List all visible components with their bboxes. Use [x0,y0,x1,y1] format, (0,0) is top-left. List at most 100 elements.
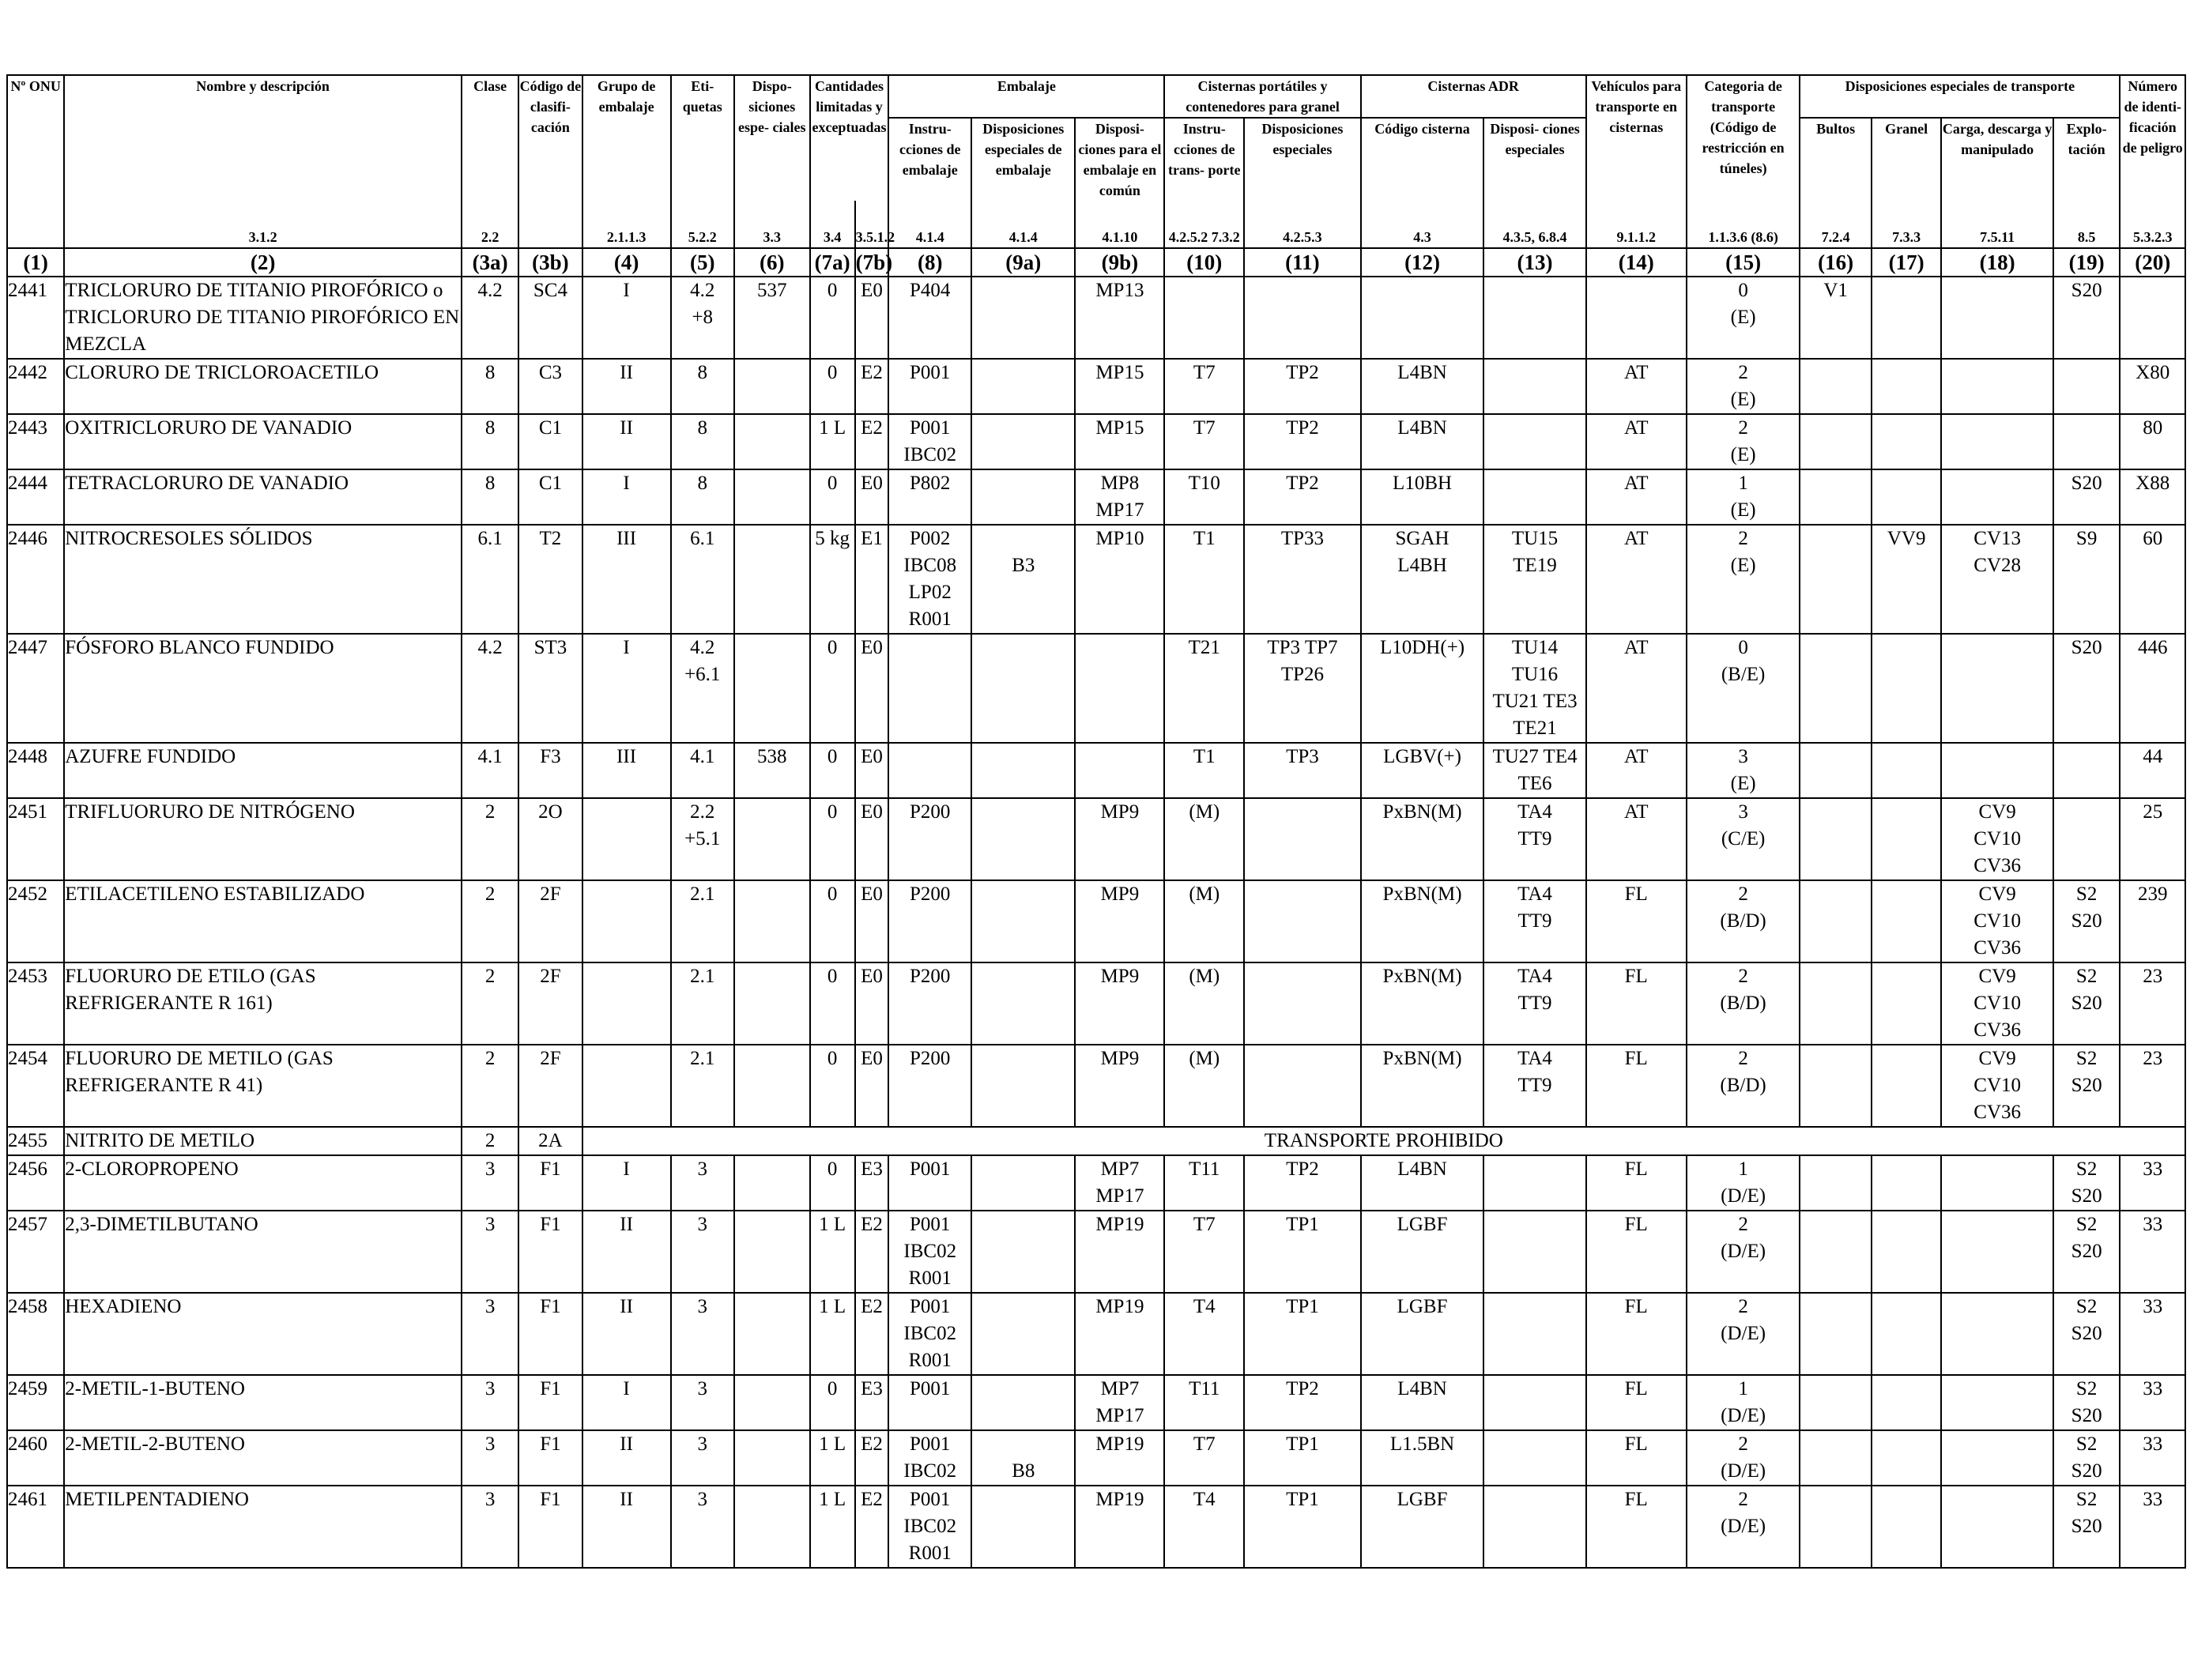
tank-code: L4BN [1359,413,1485,470]
tank-instructions-line: T7 [1193,1214,1216,1235]
mixed-packing: MP7 MP17 [1074,1155,1166,1211]
bulk [1870,1292,1943,1376]
packing-special [971,1210,1076,1294]
packages [1799,469,1872,525]
packing-instructions: P200 [888,962,973,1045]
packing-instructions-line: P001 [910,417,951,439]
ref-cell: 7.5.11 [1940,201,2054,249]
classification-code: 2F [518,1044,583,1128]
transport-category-line: 2 [1738,528,1748,549]
substance-name: NITROCRESOLES SÓLIDOS [63,524,462,635]
labels: 3 [669,1485,735,1569]
ref-cell: 3.5.1.2 [854,201,895,249]
tank-code: PxBN(M) [1359,1044,1485,1128]
substance-name: NITRITO DE METILO [63,1126,462,1156]
packing-instructions-line: P001 [910,1378,951,1399]
packing-group: II [581,413,672,470]
loading-line: CV10 [1973,1075,2022,1096]
tank-code: LGBV(+) [1359,742,1485,799]
packing-group: I [581,469,672,525]
operation-line: S2 [2075,1158,2098,1180]
tank-instructions: T7 [1163,1430,1246,1486]
tank-special: TP1 [1243,1210,1362,1294]
loading-line: CV36 [1973,855,2022,876]
header-tank-special: Disposiciones especiales [1243,117,1362,201]
mixed-packing: MP7 MP17 [1074,1374,1166,1431]
packing-special-line [972,525,1074,552]
packing-instructions-line: P001 [910,362,951,383]
transport-category-line: (B/D) [1720,993,1766,1014]
hazard-id: 239 [2119,880,2186,963]
excepted-quantity: E0 [854,276,890,360]
hazard-id: 60 [2119,524,2186,635]
tank-code-line: LGBV(+) [1383,746,1461,767]
hazard-id: 23 [2119,1044,2186,1128]
packing-instructions-line: IBC08 [903,555,957,576]
operation-line: S2 [2075,966,2098,987]
vehicle: FL [1585,880,1687,963]
excepted-quantity: E2 [854,1210,890,1294]
substance-name: 2-METIL-2-BUTENO [63,1430,462,1486]
labels-line: 2.2 [690,801,715,823]
operation-line: S20 [2071,473,2102,494]
adr-special-line: TT9 [1517,1075,1552,1096]
classification-code: C1 [518,469,583,525]
tank-code-line: L10DH(+) [1379,637,1465,658]
column-number: (8) [888,247,973,277]
limited-quantity: 0 [809,880,856,963]
tank-code-line: L4BN [1397,362,1447,383]
packing-instructions: P002 IBC08 LP02 R001 [888,524,973,635]
column-number: (4) [581,247,672,277]
classification-code: C3 [518,358,583,415]
tank-special [1243,1044,1362,1128]
ref-cell [518,201,583,249]
mixed-packing-line: MP15 [1095,362,1144,383]
excepted-quantity: E2 [854,413,890,470]
classification-code: F3 [518,742,583,799]
hazard-id [2119,276,2186,360]
packing-instructions: P200 [888,880,973,963]
packing-group: III [581,742,672,799]
dangerous-goods-table: Nº ONU Nombre y descripción Clase Código… [6,74,2187,1569]
un-number: 2447 [6,633,66,744]
un-number: 2457 [6,1210,66,1294]
operation: S2 S20 [2052,1374,2121,1431]
operation: S2 S20 [2052,1485,2121,1569]
ref-cell: 3.1.2 [63,201,462,249]
table-row: 2460 2-METIL-2-BUTENO 3 F1 II 3 1 L E2 P001 IBC02… [6,1430,2186,1486]
substance-name: 2,3-DIMETILBUTANO [63,1210,462,1294]
column-number: (6) [733,247,811,277]
adr-special: TU14 TU16 TU21 TE3 TE21 [1483,633,1587,744]
packing-instructions-line: IBC02 [903,444,957,465]
tank-code-line: LGBF [1397,1296,1448,1317]
ref-cell: 7.3.3 [1870,201,1943,249]
tank-special-line: TP1 [1286,1296,1319,1317]
mixed-packing: MP15 [1074,358,1166,415]
mixed-packing [1074,742,1166,799]
un-number: 2460 [6,1430,66,1486]
labels-line: 3 [697,1296,708,1317]
header-vehicles: Vehículos para transporte en cisternas [1585,74,1687,201]
header-limited-quantities: Cantidades limitadas y exceptuadas [809,74,890,201]
bulk [1870,962,1943,1045]
class-cell: 8 [460,358,520,415]
packing-instructions-line: P200 [910,883,951,905]
packing-special [971,880,1076,963]
tank-code-line: L10BH [1393,473,1453,494]
transport-category: 2 (B/D) [1685,962,1801,1045]
header-bulk: Granel [1870,117,1943,201]
mixed-packing-line: MP19 [1095,1214,1144,1235]
bulk [1870,1044,1943,1128]
loading [1940,1155,2054,1211]
excepted-quantity: E1 [854,524,890,635]
tank-special-line: TP33 [1280,528,1325,549]
transport-category-line: (D/E) [1721,1241,1766,1262]
loading-line: CV9 [1978,966,2016,987]
hazard-id: 33 [2119,1292,2186,1376]
special-provisions [733,413,811,470]
packages [1799,358,1872,415]
loading [1940,742,2054,799]
column-number: (9a) [971,247,1076,277]
mixed-packing-line: MP7 [1100,1158,1140,1180]
substance-name: FLUORURO DE ETILO (GAS REFRIGERANTE R 16… [63,962,462,1045]
